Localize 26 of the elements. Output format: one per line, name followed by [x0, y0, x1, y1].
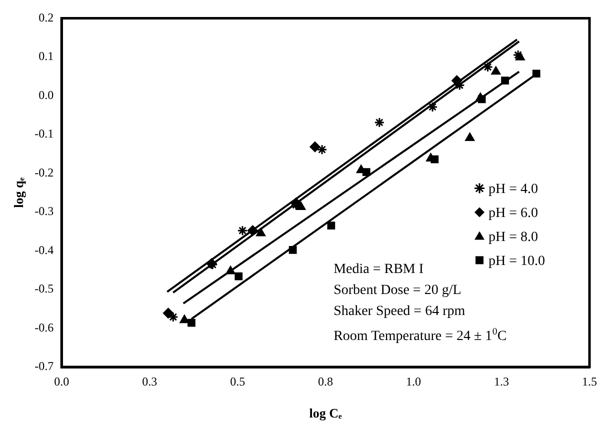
- y-tick-label: -0.2: [34, 165, 54, 180]
- x-tick-label: 0.5: [230, 374, 246, 388]
- y-tick-label: -0.4: [34, 242, 54, 257]
- x-tick-label: 0.0: [54, 374, 70, 388]
- y-tick-label: -0.5: [34, 282, 54, 296]
- x-tick-label: 0.8: [318, 374, 334, 388]
- y-tick-label: -0.7: [34, 359, 54, 374]
- legend-label: pH = 8.0: [488, 230, 538, 246]
- annotation: Media = RBM I: [334, 262, 424, 278]
- legend-label: pH = 4.0: [488, 182, 538, 198]
- legend-label: pH = 10.0: [488, 254, 546, 270]
- x-tick-label: 1.5: [582, 374, 597, 388]
- y-tick-label: 0.2: [38, 10, 54, 24]
- annotation: Sorbent Dose = 20 g/L: [334, 283, 462, 298]
- y-tick-label: 0.0: [38, 88, 54, 102]
- y-tick-label: -0.6: [34, 320, 54, 334]
- x-axis-title: log Cₑ: [309, 406, 342, 421]
- annotation: Shaker Speed = 64 rpm: [334, 304, 466, 320]
- x-tick-label: 1.0: [406, 374, 422, 388]
- x-tick-label: 1.3: [494, 374, 510, 388]
- y-tick-label: -0.1: [34, 126, 54, 141]
- y-axis-title: log qₑ: [11, 176, 26, 208]
- x-tick-label: 0.3: [142, 374, 158, 388]
- y-tick-label: 0.1: [38, 49, 54, 64]
- y-tick-label: -0.3: [34, 204, 54, 218]
- legend-label: pH = 6.0: [488, 206, 538, 222]
